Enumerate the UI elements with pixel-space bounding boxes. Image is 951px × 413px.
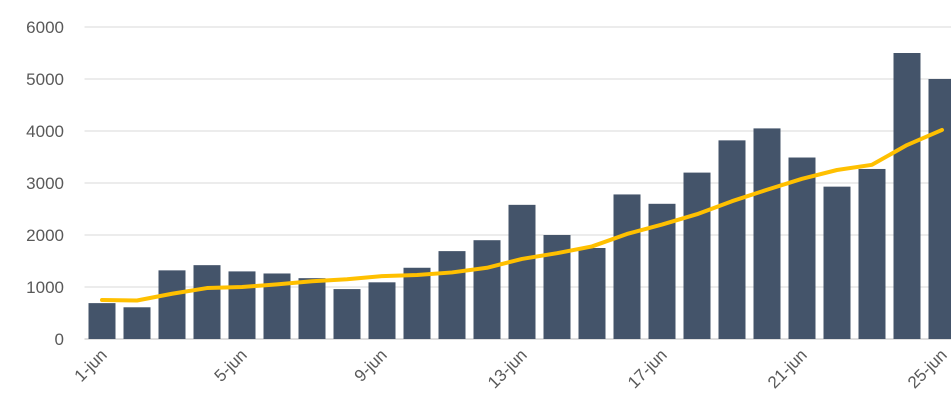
y-tick-label: 2000 [26, 226, 64, 245]
line [100, 127, 944, 303]
bar [158, 270, 186, 339]
bar [928, 79, 951, 339]
bar [613, 194, 641, 339]
x-tick-label: 21-jun [764, 345, 811, 392]
bar [788, 157, 816, 339]
bar [333, 289, 361, 339]
x-tick-label: 5-jun [211, 345, 251, 385]
y-tick-label: 6000 [26, 18, 64, 37]
bar [473, 240, 501, 339]
bar [368, 282, 396, 339]
bar [298, 278, 326, 339]
bar [193, 265, 221, 339]
bar [123, 307, 151, 339]
y-tick-label: 1000 [26, 278, 64, 297]
y-tick-label: 4000 [26, 122, 64, 141]
y-tick-label: 0 [55, 330, 64, 349]
x-tick-label: 9-jun [351, 345, 391, 385]
x-tick-label: 13-jun [484, 345, 531, 392]
y-tick-label: 5000 [26, 70, 64, 89]
bar [753, 128, 781, 339]
bar [858, 168, 886, 339]
bar [823, 186, 851, 339]
bar [683, 172, 711, 339]
bar [228, 271, 256, 339]
x-tick-label: 25-jun [904, 345, 951, 392]
bar [508, 204, 536, 339]
bar [718, 140, 746, 339]
x-tick-label: 1-jun [71, 345, 111, 385]
x-tick-label: 17-jun [624, 345, 671, 392]
bar [438, 251, 466, 339]
bar [893, 53, 921, 339]
y-tick-label: 3000 [26, 174, 64, 193]
bar [578, 248, 606, 339]
bar [403, 267, 431, 339]
bar [88, 303, 116, 339]
